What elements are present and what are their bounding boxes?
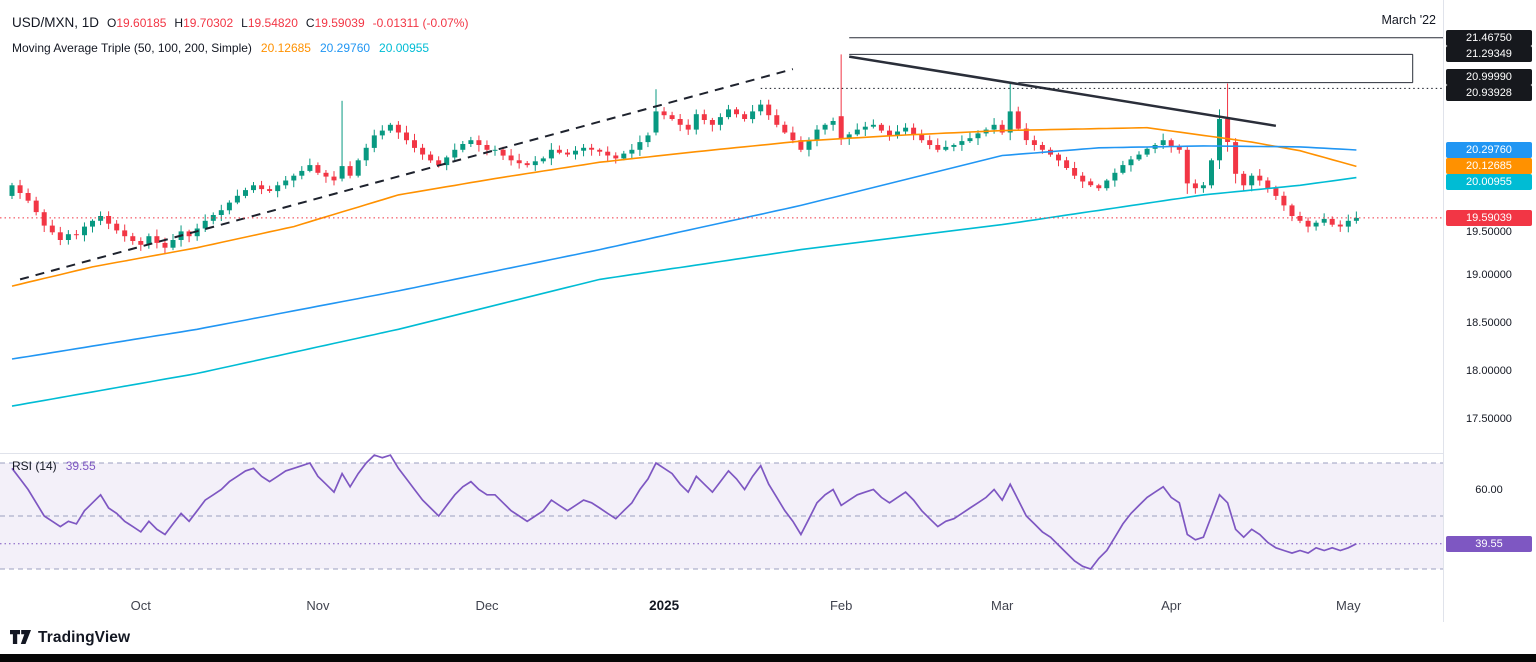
ma-line: [11, 145, 1357, 360]
price-axis-label: 21.29349: [1446, 46, 1532, 63]
price-axis-label: 18.00000: [1466, 364, 1512, 377]
price-axis-label: 20.93928: [1446, 85, 1532, 102]
ohlc-close: C19.59039: [305, 16, 365, 30]
ohlc-open: O19.60185: [107, 16, 167, 30]
trendline: [848, 55, 1277, 128]
price-axis[interactable]: 21.46750 21.29349 20.99990 20.93928 20.29760…: [1443, 0, 1536, 622]
rsi-current-value: 39.55: [65, 459, 96, 473]
price-axis-label: 20.99990: [1446, 68, 1532, 85]
bottom-bar: [0, 654, 1536, 662]
brand-name: TradingView: [38, 629, 131, 646]
ohlc-high: H19.70302: [174, 16, 234, 30]
moving-averages-layer: [11, 126, 1357, 407]
price-axis-label: 19.50000: [1466, 225, 1512, 238]
price-axis-label: 20.12685: [1446, 158, 1532, 175]
trendlines-layer[interactable]: [19, 54, 1414, 281]
time-axis-label: Oct: [130, 598, 151, 613]
pane-separator[interactable]: [0, 453, 1536, 454]
time-axis-label: Mar: [990, 598, 1014, 613]
ohlc-change: -0.01311 (-0.07%): [372, 16, 469, 30]
time-axis-label: 2025: [649, 598, 680, 613]
time-axis-label: Apr: [1161, 598, 1182, 613]
rsi-axis-label: 39.55: [1446, 535, 1532, 552]
rsi-axis-label: 60.00: [1475, 483, 1503, 496]
ma50-value: 20.12685: [260, 41, 311, 55]
price-axis-label: 20.00955: [1446, 173, 1532, 190]
price-levels-layer[interactable]: [760, 37, 1443, 89]
rsi-indicator-title[interactable]: RSI (14): [12, 459, 57, 473]
rsi-indicator-legend: RSI (14) 39.55: [12, 459, 96, 473]
price-axis-label: 19.00000: [1466, 268, 1512, 281]
ma-indicator-legend: Moving Average Triple (50, 100, 200, Sim…: [12, 41, 429, 55]
tradingview-logo-icon: [10, 630, 31, 644]
time-axis[interactable]: Oct Nov Dec 2025 Feb Mar Apr May: [0, 592, 1443, 622]
ma-line: [11, 176, 1357, 407]
footer-branding[interactable]: TradingView: [10, 629, 130, 647]
time-axis-label: Feb: [829, 598, 853, 613]
symbol-legend: USD/MXN, 1D O19.60185 H19.70302 L19.5482…: [12, 15, 468, 30]
time-axis-label: May: [1336, 598, 1361, 613]
ma-line: [11, 126, 1357, 287]
ma-indicator-title[interactable]: Moving Average Triple (50, 100, 200, Sim…: [12, 41, 252, 55]
candles-layer[interactable]: [9, 54, 1359, 254]
rsi-line: [11, 454, 1357, 571]
price-axis-label: 18.50000: [1466, 316, 1512, 329]
price-axis-label: 21.46750: [1446, 29, 1532, 46]
ohlc-low: L19.54820: [241, 16, 298, 30]
ma100-value: 20.29760: [319, 41, 371, 55]
time-axis-label: Nov: [306, 598, 330, 613]
price-axis-label: 19.59039: [1446, 209, 1532, 226]
ma200-value: 20.00955: [379, 41, 430, 55]
main-price-pane[interactable]: [0, 0, 1443, 453]
trendline: [19, 68, 794, 281]
price-axis-label: 20.29760: [1446, 142, 1532, 158]
time-axis-label: Dec: [475, 598, 499, 613]
march-22-annotation: March '22: [1381, 13, 1437, 27]
rsi-pane[interactable]: [0, 453, 1443, 592]
price-axis-label: 17.50000: [1466, 412, 1512, 425]
symbol-title[interactable]: USD/MXN, 1D: [12, 15, 100, 30]
